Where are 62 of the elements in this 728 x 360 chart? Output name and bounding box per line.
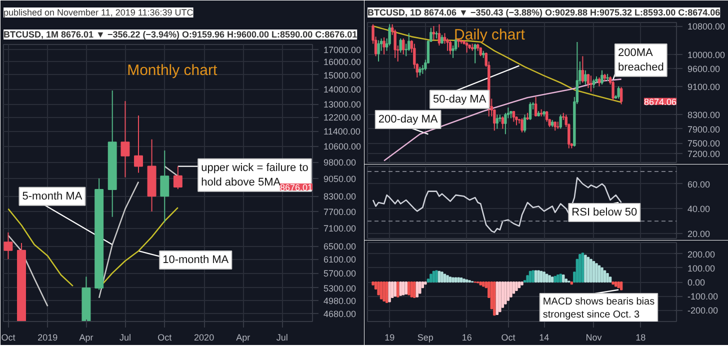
y-tick-label: 6500.00	[324, 242, 356, 252]
x-tick-label: 16	[462, 332, 472, 342]
annotation: 50-day MA	[432, 93, 487, 106]
y-tick-label: 7500.00	[688, 138, 720, 149]
y-tick-label: 5300.00	[324, 283, 356, 294]
annotation: Monthly chart	[127, 62, 218, 80]
y-tick-label: 10800.00	[688, 22, 726, 32]
y-tick-label: 10000.00	[688, 50, 726, 60]
y-tick-label: 4680.00	[324, 308, 356, 319]
y-tick-label: 13000.00	[324, 100, 362, 110]
y-tick-label: 8300.00	[688, 110, 720, 120]
y-tick-label: 7100.00	[324, 224, 356, 234]
y-tick-label: 200.00	[688, 249, 716, 260]
x-tick-label: Apr	[79, 332, 94, 342]
y-tick-label: 100.00	[688, 263, 716, 274]
y-tick-label: 20.00	[688, 229, 710, 240]
x-tick-label: 19	[384, 332, 395, 342]
chart-title: BTCUSD, 1D 8674.06 ▼ −350.43 (−3.88%) O:9029.88 H:9075.32 L:8593.00 C:8674.06	[368, 8, 720, 18]
y-tick-label: 15000.00	[324, 70, 362, 80]
annotation: Daily chart	[454, 26, 526, 44]
x-tick-label: Jul	[119, 332, 131, 342]
y-tick-label: 40.00	[688, 204, 710, 214]
y-tick-label: -200.00	[688, 306, 718, 316]
x-tick-label: 14	[539, 332, 550, 342]
y-tick-label: 14000.00	[324, 84, 362, 95]
y-tick-label: 16000.00	[324, 57, 362, 68]
x-tick-label: Nov	[586, 332, 602, 342]
annotation: MACD shows bearis bias strongest since Oct. 3	[542, 296, 655, 321]
y-tick-label: 12200.00	[324, 112, 362, 123]
annotation: 8674.06	[644, 96, 677, 107]
y-tick-label: 60.00	[688, 179, 710, 190]
y-tick-label: 9800.00	[324, 158, 356, 168]
y-tick-label: 10600.00	[324, 142, 362, 152]
annotation: 200MA breached	[618, 46, 664, 74]
x-tick-label: Oct	[501, 332, 516, 342]
chart-title: BTCUSD, 1M 8676.01 ▼ −356.22 (−3.94%) O:9159.96 H:9600.00 L:8590.00 C:8676.01	[4, 30, 358, 40]
y-tick-label: 8300.00	[324, 192, 356, 202]
x-tick-label: Jul	[276, 332, 288, 342]
annotation: 5-month MA	[22, 190, 83, 202]
x-tick-label: Sep	[417, 332, 434, 342]
y-tick-label: 5700.00	[324, 268, 356, 279]
x-tick-label: 18	[636, 332, 646, 342]
chart-subtitle: published on November 11, 2019 11:36:39 UTC	[4, 8, 194, 18]
annotation: 10-month MA	[162, 254, 230, 266]
y-tick-label: 6100.00	[324, 254, 356, 265]
x-tick-label: Apr	[236, 332, 250, 342]
annotation: 8676.01	[280, 182, 313, 193]
y-tick-label: 9600.00	[688, 64, 720, 74]
y-tick-label: 9100.00	[688, 82, 720, 92]
y-tick-label: -100.00	[688, 292, 718, 302]
x-tick-label: 2020	[194, 332, 214, 342]
y-tick-label: 0.00	[688, 278, 706, 288]
y-tick-label: 7700.00	[324, 206, 356, 217]
y-tick-label: 4980.00	[324, 296, 356, 306]
y-tick-label: 7900.00	[688, 124, 720, 134]
x-tick-label: Oct	[158, 332, 172, 342]
y-tick-label: 17000.00	[324, 44, 362, 55]
y-tick-label: 11400.00	[324, 126, 360, 137]
x-tick-label: Oct	[1, 332, 16, 342]
y-tick-label: 7200.00	[688, 149, 720, 160]
y-tick-label: 9050.00	[324, 174, 356, 184]
x-tick-label: 2019	[38, 332, 58, 342]
